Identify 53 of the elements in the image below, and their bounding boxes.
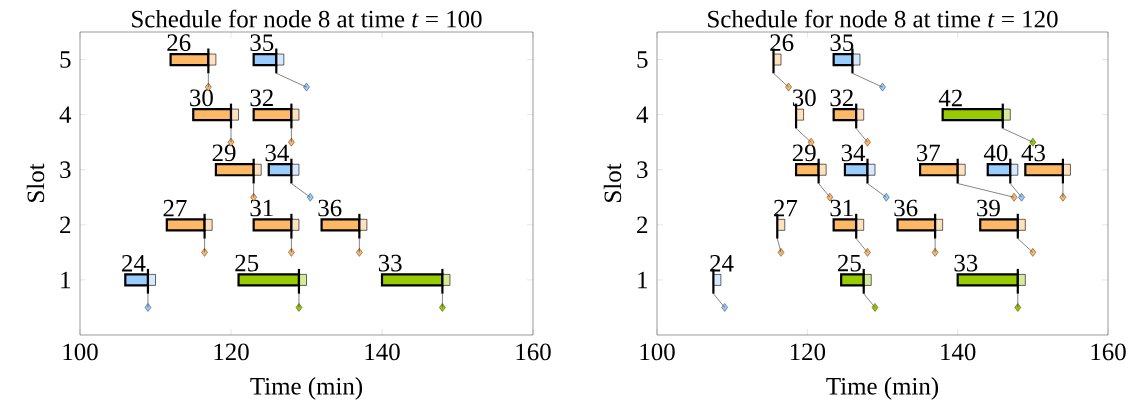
x-tick-label: 160 [516,343,551,361]
annotation: 35 [830,34,854,52]
annotation: 39 [977,199,1000,217]
y-tick-label: 2 [60,216,71,234]
annotation: 30 [190,89,213,107]
x-tick-label: 120 [790,343,826,361]
annotation: 31 [250,199,273,217]
annotation: 37 [916,144,940,162]
x-axis-title: Time (min) [826,377,939,400]
annotation: 26 [167,34,191,52]
annotation: 26 [770,34,794,52]
annotation: 36 [318,199,342,217]
annotation: 35 [250,34,274,52]
annotation: 29 [212,144,236,162]
y-tick-label: 4 [636,106,649,123]
x-axis-title: Time (min) [250,377,363,400]
annotation: 25 [235,254,259,272]
x-tick-label: 140 [365,343,400,361]
x-tick-label: 100 [63,343,98,361]
annotation: 34 [265,144,289,162]
y-tick-label: 5 [60,51,71,68]
annotation: 33 [378,254,402,272]
annotation: 31 [830,199,853,217]
y-tick-label: 3 [60,161,71,179]
annotation: 27 [163,199,187,217]
annotation: 36 [894,199,918,217]
y-tick-label: 3 [637,161,648,179]
annotation: 30 [792,89,816,107]
y-axis-title: Slot [26,163,45,202]
annotation: 25 [837,254,861,272]
y-tick-label: 1 [638,271,648,289]
x-tick-label: 140 [941,343,976,361]
y-tick-label: 4 [59,106,72,123]
chart-title: Schedule for node 8 at time t = 100 [132,9,482,28]
chart-title: Schedule for node 8 at time t = 120 [708,9,1058,28]
annotation: 29 [792,144,816,162]
annotation: 34 [841,144,866,162]
annotation: 32 [250,89,273,107]
y-axis-title: Slot [603,163,622,202]
annotation: 24 [710,254,734,272]
y-tick-label: 2 [637,216,648,234]
annotation: 43 [1021,144,1045,162]
x-tick-label: 100 [640,343,675,361]
y-tick-label: 5 [637,51,648,68]
x-tick-label: 120 [214,343,249,361]
annotation: 32 [830,89,853,107]
x-tick-label: 160 [1091,343,1126,361]
annotation: 42 [938,89,962,107]
annotation: 33 [954,254,978,272]
annotation: 24 [122,254,146,272]
annotation: 27 [774,199,798,217]
y-tick-label: 1 [61,271,70,289]
annotation: 40 [983,144,1008,162]
